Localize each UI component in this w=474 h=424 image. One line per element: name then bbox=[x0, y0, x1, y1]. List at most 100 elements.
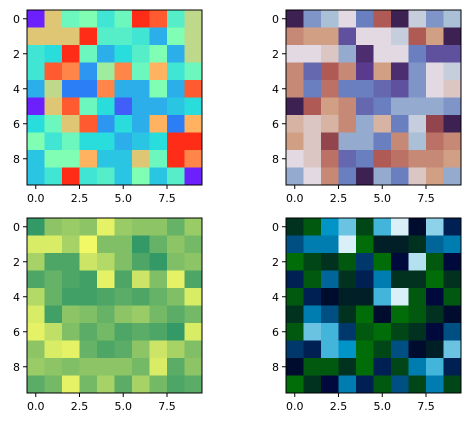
heatmap-cell bbox=[132, 305, 150, 324]
heatmap-cell bbox=[303, 270, 322, 289]
y-tick-label: 6 bbox=[13, 326, 20, 339]
heatmap-cell bbox=[338, 323, 357, 341]
heatmap-cell bbox=[443, 358, 462, 376]
heatmap-cell bbox=[167, 340, 185, 359]
heatmap-cell bbox=[149, 10, 168, 28]
heatmap-cell bbox=[132, 358, 150, 376]
heatmap-cell bbox=[391, 358, 409, 376]
heatmap-cell bbox=[114, 323, 133, 341]
heatmap-cell bbox=[338, 132, 357, 151]
heatmap-cell bbox=[149, 358, 168, 376]
heatmap-cell bbox=[303, 62, 322, 81]
heatmap-cell bbox=[373, 115, 392, 133]
heatmap-cell bbox=[114, 62, 133, 81]
heatmap-cell bbox=[167, 375, 185, 394]
heatmap-cell bbox=[184, 305, 203, 324]
heatmap-cell bbox=[286, 45, 304, 63]
heatmap-cell bbox=[184, 340, 203, 359]
heatmap-cell bbox=[321, 10, 339, 28]
heatmap-cell bbox=[114, 45, 133, 63]
heatmap-cell bbox=[44, 305, 63, 324]
heatmap-cell bbox=[286, 97, 304, 116]
heatmap-cell bbox=[286, 132, 304, 151]
heatmap-cell bbox=[97, 235, 115, 254]
heatmap-cell bbox=[184, 97, 203, 116]
heatmap-cell bbox=[356, 27, 374, 46]
heatmap-cell bbox=[62, 45, 80, 63]
heatmap-cell bbox=[167, 80, 185, 98]
heatmap-cell bbox=[132, 45, 150, 63]
heatmap-cell bbox=[97, 305, 115, 324]
x-tick-label: 7.5 bbox=[417, 400, 435, 413]
heatmap-cell bbox=[27, 97, 45, 116]
y-tick-label: 2 bbox=[272, 256, 279, 269]
heatmap-cell bbox=[408, 80, 427, 98]
heatmap-cell bbox=[303, 167, 322, 186]
heatmap-cell bbox=[167, 97, 185, 116]
heatmap-cell bbox=[184, 235, 203, 254]
heatmap-cell bbox=[79, 132, 98, 151]
y-tick-label: 4 bbox=[13, 83, 20, 96]
y-tick-label: 2 bbox=[272, 48, 279, 61]
heatmap-cell bbox=[408, 45, 427, 63]
y-tick-label: 0 bbox=[13, 221, 20, 234]
heatmap-cell bbox=[114, 115, 133, 133]
heatmap-cell bbox=[167, 270, 185, 289]
heatmap-cell bbox=[321, 340, 339, 359]
heatmap-cell bbox=[114, 340, 133, 359]
y-tick-label: 2 bbox=[13, 256, 20, 269]
heatmap-cell bbox=[286, 288, 304, 306]
heatmap-cell bbox=[303, 115, 322, 133]
heatmap-cell bbox=[167, 305, 185, 324]
heatmap-cell bbox=[303, 305, 322, 324]
heatmap-cell bbox=[356, 253, 374, 271]
heatmap-cell bbox=[373, 97, 392, 116]
heatmap-cell bbox=[132, 375, 150, 394]
heatmap-cell bbox=[114, 150, 133, 168]
heatmap-cell bbox=[184, 323, 203, 341]
heatmap-cell bbox=[62, 10, 80, 28]
heatmap-cell bbox=[27, 167, 45, 186]
x-tick-label: 5.0 bbox=[374, 400, 392, 413]
heatmap-cell bbox=[27, 132, 45, 151]
heatmap-cell bbox=[443, 150, 462, 168]
heatmap-cell bbox=[132, 167, 150, 186]
axes-frame bbox=[26, 217, 203, 394]
heatmap-cell bbox=[338, 218, 357, 236]
heatmap-cell bbox=[132, 132, 150, 151]
heatmap-cell bbox=[149, 80, 168, 98]
heatmap-cell bbox=[184, 270, 203, 289]
heatmap-cell bbox=[303, 45, 322, 63]
heatmap-cell bbox=[408, 323, 427, 341]
heatmap-cell bbox=[408, 340, 427, 359]
heatmap-cell bbox=[338, 10, 357, 28]
heatmap-cell bbox=[286, 375, 304, 394]
x-tick-label: 7.5 bbox=[158, 400, 176, 413]
heatmap-cell bbox=[132, 80, 150, 98]
heatmap-cell bbox=[44, 253, 63, 271]
heatmap-cell bbox=[356, 218, 374, 236]
heatmap-cell bbox=[443, 270, 462, 289]
heatmap-cell bbox=[426, 358, 444, 376]
heatmap-cell bbox=[408, 150, 427, 168]
x-tick-label: 7.5 bbox=[158, 192, 176, 205]
heatmap-cell bbox=[132, 323, 150, 341]
x-tick-label: 5.0 bbox=[374, 192, 392, 205]
heatmap-cell bbox=[149, 62, 168, 81]
heatmap-cell bbox=[27, 323, 45, 341]
x-tick-label: 0.0 bbox=[286, 192, 304, 205]
heatmap-cell bbox=[443, 235, 462, 254]
heatmap-cell bbox=[391, 97, 409, 116]
heatmap-cell bbox=[408, 358, 427, 376]
heatmap-panel-4: 0 2 4 6 8 0.0 2.5 5.0 7.5 bbox=[272, 217, 462, 413]
heatmap-cell bbox=[97, 132, 115, 151]
heatmap-cell bbox=[426, 323, 444, 341]
heatmap-cell bbox=[184, 27, 203, 46]
heatmap-cell bbox=[44, 340, 63, 359]
heatmap-cell bbox=[97, 218, 115, 236]
heatmap-cell bbox=[97, 323, 115, 341]
heatmap-cell bbox=[426, 132, 444, 151]
heatmap-cell bbox=[149, 305, 168, 324]
heatmap-cell bbox=[97, 150, 115, 168]
